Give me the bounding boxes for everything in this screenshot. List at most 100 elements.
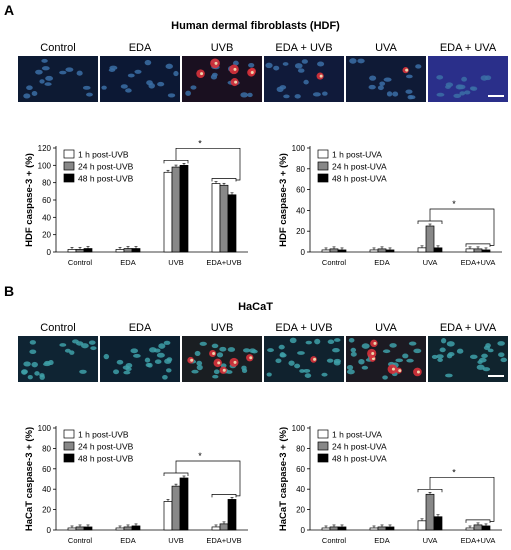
legend-label: 48 h post-UVA [332,174,387,184]
micrograph-image [264,56,344,102]
significance-bracket [429,208,495,246]
y-tick-label: 40 [296,206,305,215]
bar [433,247,443,253]
y-tick-label: 80 [42,444,51,453]
y-tick-label: 60 [296,465,305,474]
legend-swatch [317,453,329,463]
group-bracket [163,159,189,164]
micrograph-image [18,336,98,382]
y-tick-label: 60 [42,196,51,205]
bar [337,526,347,531]
micrograph-image [100,336,180,382]
bar [163,171,173,253]
bar [417,520,427,531]
legend-swatch [63,161,75,171]
micrograph-image [428,56,508,102]
bar [481,249,491,253]
x-tick-label: Control [68,258,93,267]
legend-swatch [317,441,329,451]
bar [115,527,125,531]
y-tick-label: 0 [47,526,52,535]
y-tick-label: 120 [38,144,52,153]
bar [67,249,77,253]
y-axis-label: HDF caspase-3 + (%) [278,153,289,247]
y-tick-label: 20 [296,227,305,236]
chart-hdf-uva: HDF caspase-3 + (%) 0 20 40 60 80 100 Control ED… [278,144,502,267]
bar [171,485,181,531]
x-tick-label: EDA [374,258,389,267]
legend-label: 1 h post-UVB [78,430,129,440]
panel-letter-a: A [4,2,15,18]
x-tick-label: EDA+UVA [461,536,496,545]
image-label: EDA [128,42,152,54]
bar [131,248,141,253]
group-bracket [211,178,237,182]
y-tick-label: 100 [38,161,52,170]
bar [219,523,229,531]
legend-swatch [317,173,329,183]
micrograph-image [182,56,262,102]
image-label: EDA [128,322,152,334]
y-axis-label: HaCaT caspase-3 + (%) [24,427,35,531]
micrograph-image [182,336,262,382]
y-tick-label: 20 [296,506,305,515]
bar [377,526,387,531]
image-label: EDA + UVB [275,42,333,54]
bar [473,248,483,253]
y-axis-label: HDF caspase-3 + (%) [24,153,35,247]
bar [123,526,133,531]
bar [321,249,331,253]
y-tick-label: 0 [47,248,52,257]
chart-hacat-uvb: HaCaT caspase-3 + (%) 0 20 40 60 80 100 Control… [24,424,248,545]
legend-swatch [63,453,75,463]
bar [219,184,229,253]
bar [179,164,189,253]
bar [227,499,237,531]
legend-label: 24 h post-UVB [78,442,134,452]
group-bracket [163,472,189,476]
bar [377,248,387,253]
bar [417,247,427,253]
legend-label: 24 h post-UVA [332,162,387,172]
panel-a-title: Human dermal fibroblasts (HDF) [171,20,340,32]
legend-label: 48 h post-UVA [332,454,387,464]
bar [227,194,237,253]
legend-label: 1 h post-UVB [78,150,129,160]
bar [321,527,331,531]
bar [425,225,435,253]
bar [67,527,77,531]
y-tick-label: 40 [296,485,305,494]
bar [211,526,221,531]
bar [211,183,221,253]
image-label: EDA + UVA [439,322,497,334]
bar [163,501,173,531]
legend-swatch [317,161,329,171]
bar [131,525,141,531]
bar [83,526,93,531]
bar [115,249,125,253]
significance-marker: * [198,138,202,148]
x-tick-label: EDA+UVA [461,258,496,267]
micrograph-image [264,336,344,382]
bar [171,166,181,253]
y-tick-label: 0 [301,526,306,535]
micrograph-image [346,336,426,382]
x-tick-label: EDA [120,536,135,545]
y-tick-label: 60 [42,465,51,474]
significance-marker: * [452,199,456,209]
y-tick-label: 60 [296,186,305,195]
image-label: Control [40,322,76,334]
chart-hacat-uva: HaCaT caspase-3 + (%) 0 20 40 60 80 100 Control… [278,424,502,545]
micrograph-image [346,56,426,102]
y-tick-label: 40 [42,213,51,222]
y-tick-label: 80 [42,179,51,188]
x-tick-label: Control [322,536,347,545]
bar [329,526,339,531]
x-tick-label: UVB [168,258,183,267]
y-tick-label: 100 [292,144,306,153]
y-tick-label: 40 [42,485,51,494]
legend-label: 24 h post-UVA [332,442,387,452]
image-label: Control [40,42,76,54]
x-tick-label: UVA [423,258,438,267]
bar [369,527,379,531]
